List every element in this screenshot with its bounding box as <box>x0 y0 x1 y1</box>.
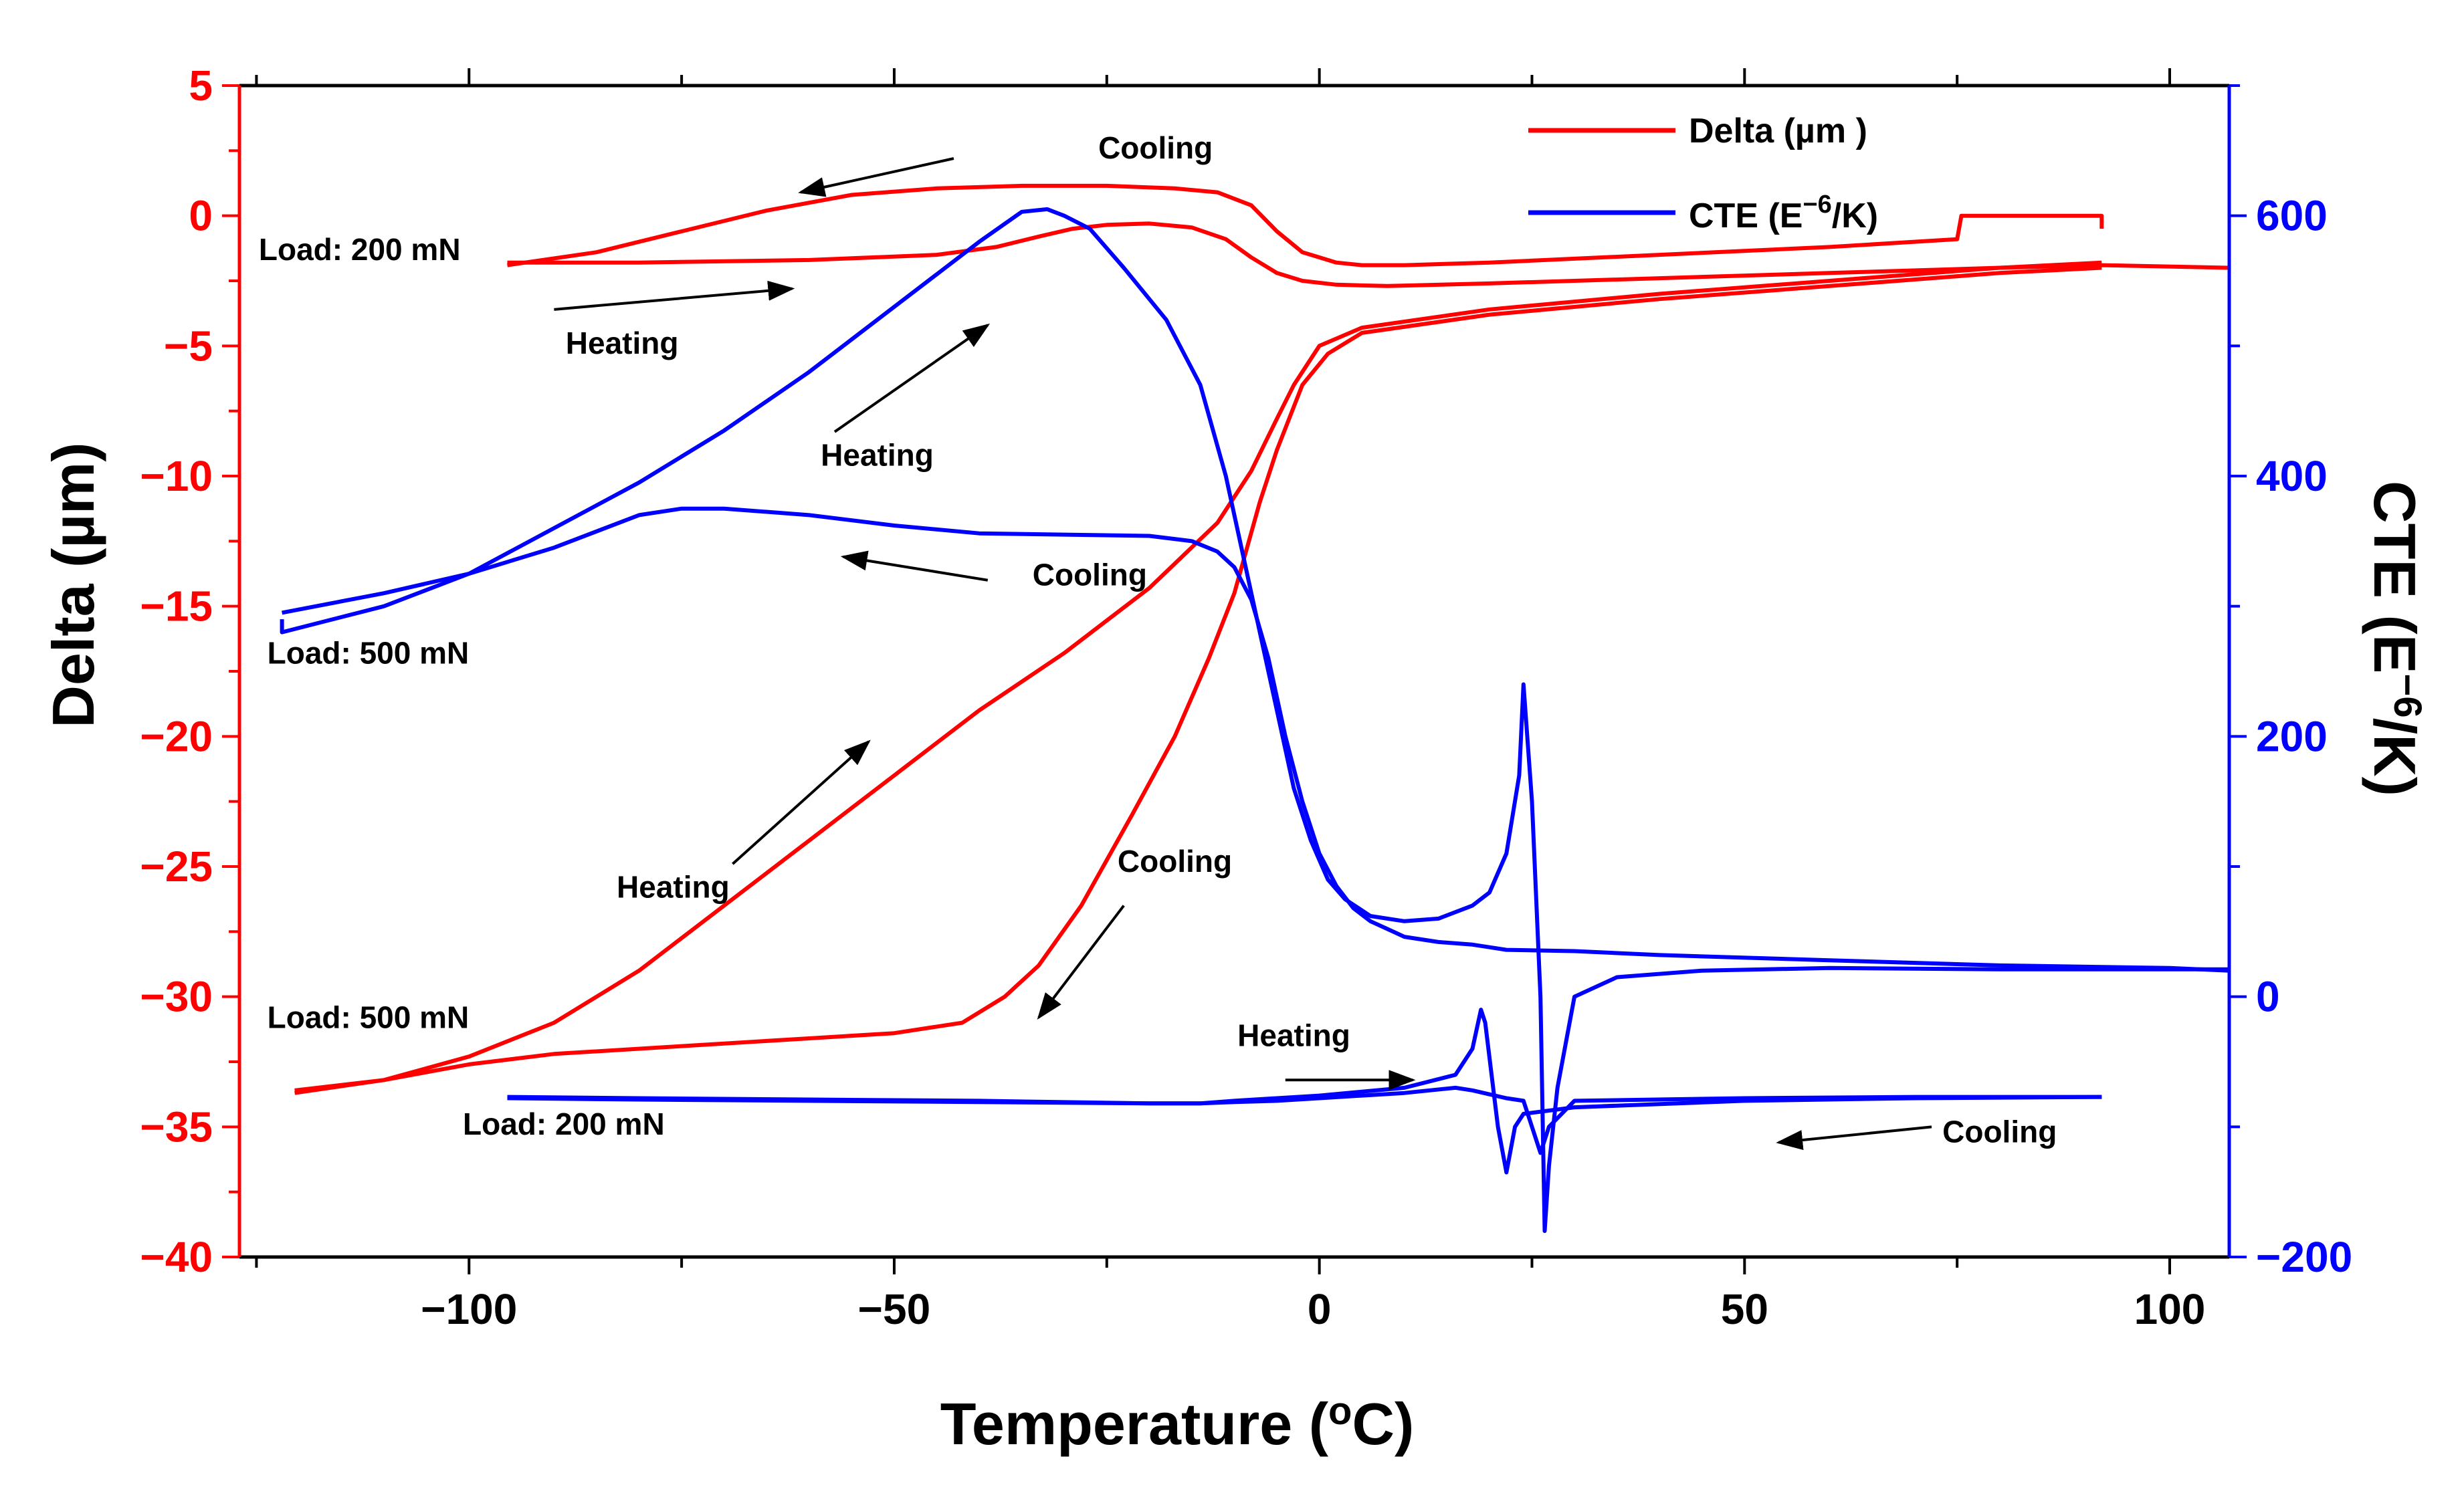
y-left-tick-label: −5 <box>164 322 213 370</box>
annotation-label: Cooling <box>1118 844 1232 879</box>
annotation-label: Heating <box>617 870 730 905</box>
x-axis-title-sup: o <box>1328 1389 1352 1433</box>
legend-delta-label: Delta (µm ) <box>1689 112 1867 150</box>
annotation-label: Load: 500 mN <box>268 635 470 670</box>
y-left-tick-label: −25 <box>140 842 213 891</box>
y-right-axis-title-main: CTE (E <box>2362 481 2428 673</box>
y-left-tick-label: −35 <box>140 1103 213 1151</box>
annotation-arrow <box>1776 1125 1932 1150</box>
annotation-label: Load: 500 mN <box>268 1000 470 1034</box>
annotation-arrow <box>798 157 954 197</box>
annotation-label: Heating <box>821 437 934 472</box>
annotation-arrow <box>833 323 991 433</box>
x-axis-title-end: C) <box>1352 1391 1414 1457</box>
x-tick-label: 0 <box>1308 1285 1332 1333</box>
y-left-tick-label: −10 <box>140 452 213 500</box>
y-left-tick-label: 5 <box>189 62 213 110</box>
y-right-tick-label: 400 <box>2256 452 2328 500</box>
y-left-tick-label: −15 <box>140 582 213 631</box>
annotation-layer: Cooling Load: 200 mN Heating Heating Cooling… <box>259 130 2057 1150</box>
y-left-tick-label: −20 <box>140 712 213 760</box>
annotation-label: Load: 200 mN <box>463 1107 665 1141</box>
annotation-label: Cooling <box>1033 558 1147 592</box>
annotation-label: Load: 200 mN <box>259 232 461 267</box>
x-tick-label: 100 <box>2134 1285 2206 1333</box>
series-left-line-3 <box>294 260 2102 1095</box>
y-left-tick-label: 0 <box>189 192 213 240</box>
annotation-arrow <box>1037 905 1125 1020</box>
x-axis-title: Temperature (oC) <box>940 1389 1415 1457</box>
annotation-label: Cooling <box>1942 1115 2057 1149</box>
series-layer <box>280 183 2230 1234</box>
series-left-line-1 <box>507 183 2104 267</box>
x-tick-label: −50 <box>858 1285 931 1333</box>
x-tick-label: −100 <box>421 1285 517 1333</box>
annotation-label: Heating <box>566 326 679 360</box>
annotation-arrow <box>840 550 989 582</box>
annotation-arrow <box>732 739 871 865</box>
legend-cte-label-main: CTE (E <box>1689 197 1803 235</box>
y-right-axis-title-end: /K) <box>2362 718 2428 796</box>
legend-cte-label-end: /K) <box>1832 197 1878 235</box>
x-axis-title-main: Temperature ( <box>940 1391 1329 1457</box>
y-right-axis-title-sup: −6 <box>2386 674 2429 718</box>
y-right-tick-label: 600 <box>2256 192 2328 240</box>
axes: −100 −50 0 50 10050−5−10−15−20−25−30−35−4060… <box>140 62 2352 1333</box>
series-right-line-8 <box>507 1085 2102 1155</box>
annotation-label: Cooling <box>1098 130 1213 165</box>
series-left-line-4 <box>294 265 2102 1093</box>
legend-cte-label: CTE (E−6/K) <box>1689 191 1878 235</box>
annotation-arrow <box>554 280 795 311</box>
legend: Delta (µm ) CTE (E−6/K) <box>1528 112 1878 235</box>
y-left-tick-label: −40 <box>140 1233 213 1281</box>
series-right-line-6 <box>282 506 2230 973</box>
y-right-tick-label: −200 <box>2256 1233 2352 1281</box>
annotation-label: Heating <box>1237 1018 1350 1053</box>
y-right-axis-title: CTE (E−6/K) <box>2362 481 2429 796</box>
legend-cte-label-sup: −6 <box>1803 191 1831 219</box>
y-right-tick-label: 0 <box>2256 973 2280 1021</box>
y-right-tick-label: 200 <box>2256 712 2328 760</box>
y-left-tick-label: −30 <box>140 973 213 1021</box>
series-right-line-5 <box>280 207 2229 1234</box>
x-tick-label: 50 <box>1721 1285 1768 1333</box>
y-left-axis-title: Delta (µm) <box>40 442 106 727</box>
